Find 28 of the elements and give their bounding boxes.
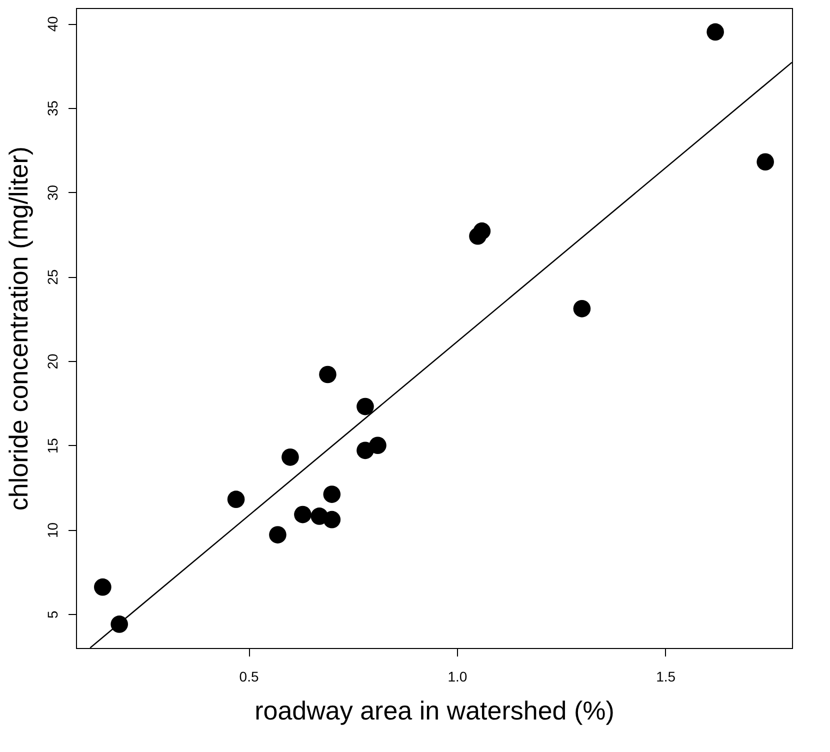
point (573, 300, 591, 318)
point (323, 486, 341, 503)
point (756, 153, 774, 171)
y-tick-label: 30 (44, 184, 60, 201)
y-tick-label: 40 (44, 16, 60, 32)
point (227, 490, 245, 508)
y-tick-label: 25 (44, 269, 60, 285)
y-tick-label: 10 (44, 522, 60, 538)
point (706, 23, 724, 41)
y-tick-label: 20 (44, 353, 60, 370)
point (282, 448, 299, 466)
point (94, 578, 112, 596)
x-tick-label: 1.5 (656, 668, 676, 684)
y-tick-label: 15 (44, 438, 60, 454)
point (323, 510, 341, 528)
y-axis-title: chloride concentration (mg/liter) (4, 146, 34, 511)
point (294, 506, 312, 524)
x-axis-title: roadway area in watershed (%) (254, 696, 614, 726)
point (356, 398, 374, 416)
point (369, 436, 386, 454)
point (473, 222, 491, 240)
y-tick-label: 5 (44, 610, 60, 618)
y-tick-label: 35 (44, 100, 60, 116)
x-tick-label: 0.5 (239, 668, 259, 684)
x-tick-label: 1.0 (448, 668, 468, 684)
point (319, 366, 336, 384)
point (269, 526, 286, 544)
point (110, 616, 128, 633)
